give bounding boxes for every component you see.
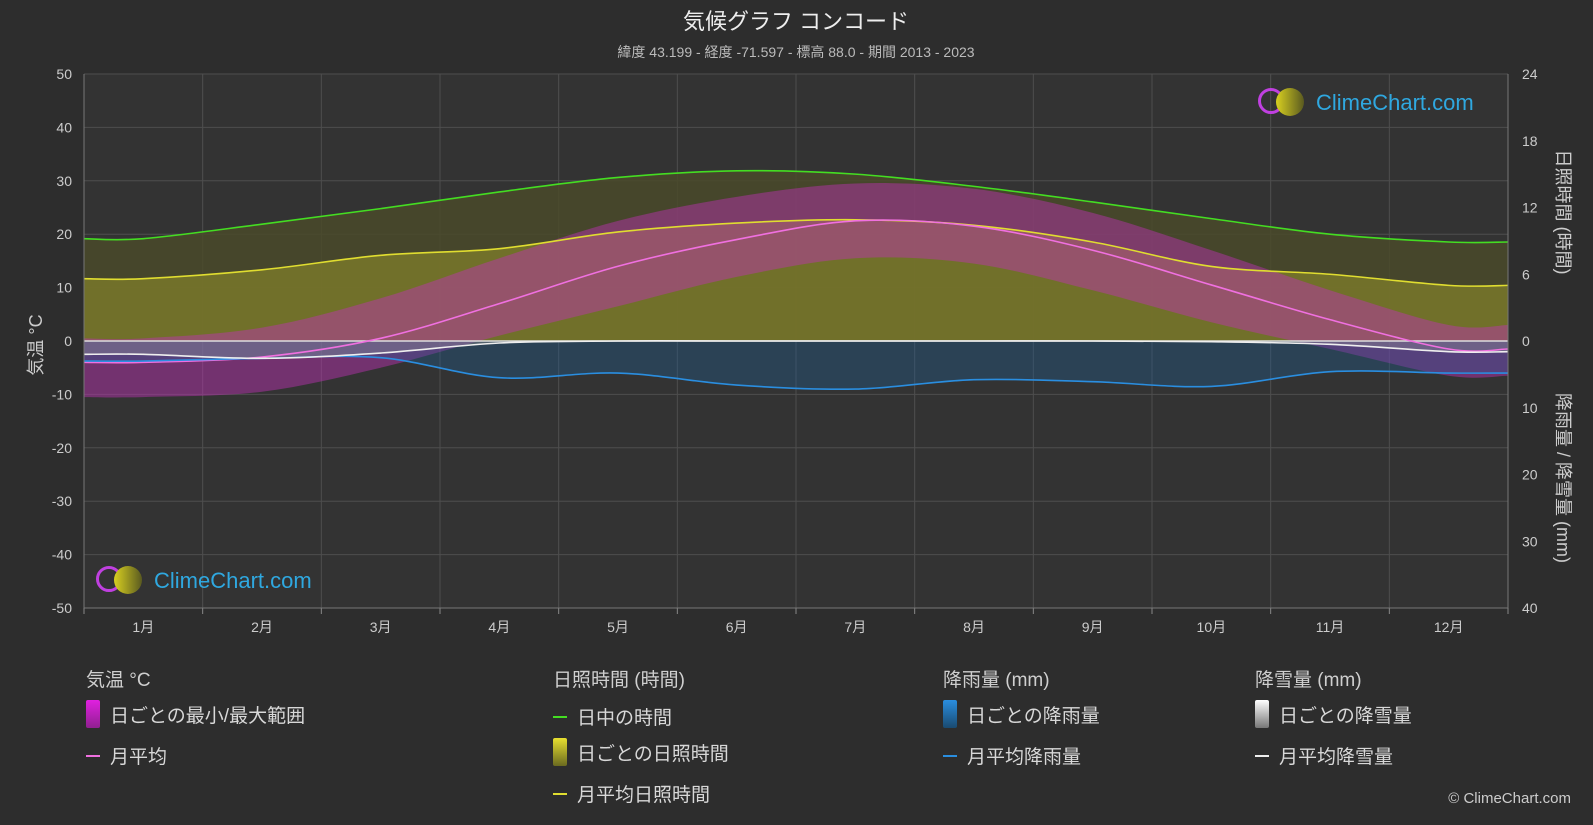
x-tick-label: 5月 (607, 619, 629, 635)
x-tick-label: 3月 (370, 619, 392, 635)
right-axis-top-label: 日照時間 (時間) (1553, 150, 1573, 275)
left-tick-label: -50 (52, 600, 72, 616)
legend-sunshine-mean: 月平均日照時間 (553, 780, 710, 807)
left-tick-label: 30 (56, 173, 72, 189)
x-tick-label: 9月 (1082, 619, 1104, 635)
x-tick-label: 10月 (1197, 619, 1227, 635)
left-tick-label: -30 (52, 493, 72, 509)
x-tick-label: 4月 (488, 619, 510, 635)
legend-rain-mean: 月平均降雨量 (943, 742, 1081, 769)
left-tick-label: 20 (56, 226, 72, 242)
legend-snow-mean: 月平均降雪量 (1255, 742, 1393, 769)
daylight-line (83, 169, 1509, 244)
x-tick-label: 2月 (251, 619, 273, 635)
rain-band (84, 341, 1508, 390)
legend-daylight: 日中の時間 (553, 703, 672, 730)
snow-swatch (1255, 700, 1269, 728)
legend-snow-heading: 降雪量 (mm) (1255, 670, 1362, 691)
brand-logo-bottom[interactable]: ClimeChart.com (96, 566, 312, 596)
right-bottom-tick-label: 40 (1522, 600, 1538, 616)
rain-swatch (943, 700, 957, 728)
right-top-tick-label: 18 (1522, 133, 1538, 149)
x-tick-label: 6月 (726, 619, 748, 635)
left-tick-label: -10 (52, 386, 72, 402)
sunshine-band (84, 219, 1508, 341)
brand-logo-top[interactable]: ClimeChart.com (1258, 88, 1474, 118)
sunshine-swatch (553, 738, 567, 766)
legend-sun-heading: 日照時間 (時間) (553, 670, 685, 691)
right-top-tick-label: 24 (1522, 66, 1538, 82)
legend-daily-sunshine: 日ごとの日照時間 (553, 738, 729, 766)
copyright: © ClimeChart.com (1448, 790, 1571, 807)
snow-band (84, 340, 1508, 359)
right-bottom-tick-label: 30 (1522, 533, 1538, 549)
x-tick-label: 7月 (844, 619, 866, 635)
left-tick-label: 10 (56, 280, 72, 296)
temp-mean-line (83, 219, 1509, 364)
legend-temp-range: 日ごとの最小/最大範囲 (86, 700, 305, 728)
left-tick-label: -20 (52, 440, 72, 456)
right-top-tick-label: 0 (1522, 333, 1530, 349)
daylight-swatch (553, 715, 567, 718)
brand-name: ClimeChart.com (1316, 90, 1474, 115)
rain-mean-swatch (943, 754, 957, 757)
climechart-logo-icon (96, 566, 148, 596)
data-lines (83, 169, 1509, 391)
right-top-tick-label: 6 (1522, 266, 1530, 282)
x-tick-label: 11月 (1316, 619, 1345, 635)
x-tick-label: 8月 (963, 619, 985, 635)
climate-chart: 気候グラフ コンコード 緯度 43.199 - 経度 -71.597 - 標高 … (26, 9, 1573, 635)
temp-range-swatch (86, 700, 100, 728)
left-axis-label: 気温 °C (26, 314, 46, 375)
temp-mean-swatch (86, 754, 100, 757)
right-axis-bottom-label: 降雨量 / 降雪量 (mm) (1553, 393, 1573, 563)
chart-subtitle: 緯度 43.199 - 経度 -71.597 - 標高 88.0 - 期間 20… (617, 44, 974, 60)
left-tick-label: 40 (56, 119, 72, 135)
legend-temp-heading: 気温 °C (86, 670, 151, 691)
snow-mean-line (83, 340, 1509, 360)
sunshine-mean-line (83, 218, 1509, 287)
x-tick-label: 1月 (132, 619, 154, 635)
sunshine-mean-swatch (553, 792, 567, 795)
left-tick-label: 50 (56, 66, 72, 82)
chart-title: 気候グラフ コンコード (683, 9, 909, 34)
temperature-range-band (84, 183, 1508, 398)
left-tick-label: 0 (64, 333, 72, 349)
legend-daily-rain: 日ごとの降雨量 (943, 700, 1100, 728)
data-bands (84, 170, 1508, 398)
axis-ticks: 50 40 30 20 10 0 -10 -20 -30 -40 -50 1月 2月 3月 4月 5月 6月 7月… (52, 66, 1538, 635)
right-bottom-tick-label: 20 (1522, 467, 1538, 483)
climechart-logo-icon (1258, 88, 1310, 118)
left-tick-label: -40 (52, 547, 72, 563)
right-top-tick-label: 12 (1522, 200, 1538, 216)
snow-mean-swatch (1255, 754, 1269, 757)
legend-rain-heading: 降雨量 (mm) (943, 670, 1050, 691)
x-tick-label: 12月 (1434, 619, 1464, 635)
legend-temp-mean: 月平均 (86, 742, 167, 769)
legend-daily-snow: 日ごとの降雪量 (1255, 700, 1412, 728)
right-bottom-tick-label: 10 (1522, 400, 1538, 416)
brand-name: ClimeChart.com (154, 568, 312, 593)
